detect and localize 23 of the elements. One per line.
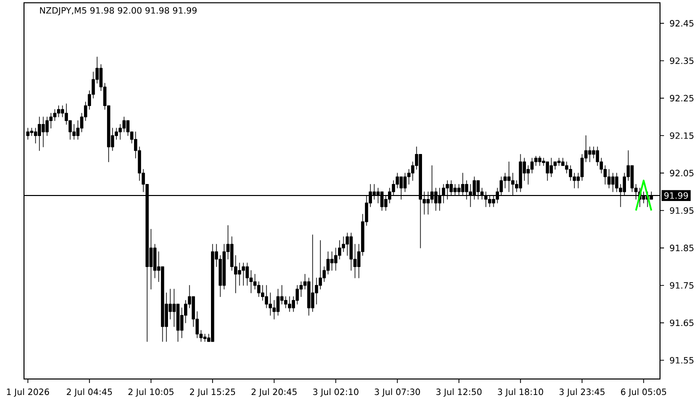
y-tick-label: 91.55 — [670, 357, 694, 364]
x-tick-label: 1 Jul 2026 — [7, 388, 50, 397]
x-tick-label: 2 Jul 04:45 — [66, 388, 112, 397]
x-tick-label: 6 Jul 05:05 — [621, 388, 666, 397]
y-tick-label: 92.35 — [670, 57, 694, 64]
ref-line-label: 91.99 — [664, 192, 688, 199]
x-tick-label: 3 Jul 02:10 — [313, 388, 358, 397]
y-tick-label: 92.15 — [670, 132, 694, 139]
x-tick-label: 3 Jul 18:10 — [498, 388, 544, 397]
x-tick-label: 2 Jul 20:45 — [252, 388, 297, 397]
x-tick-label: 2 Jul 10:05 — [128, 388, 174, 397]
x-tick-label: 3 Jul 23:45 — [560, 388, 605, 397]
y-tick-label: 92.45 — [670, 20, 694, 27]
chart-title: NZDJPY,M5 91.98 92.00 91.98 91.99 — [40, 7, 197, 16]
x-tick-label: 2 Jul 15:25 — [190, 388, 236, 397]
y-tick-label: 92.05 — [670, 170, 694, 176]
y-tick-label: 91.75 — [670, 282, 694, 289]
y-tick-label: 91.85 — [670, 244, 694, 252]
y-tick-label: 92.25 — [670, 94, 694, 102]
x-tick-label: 3 Jul 12:50 — [436, 388, 482, 397]
y-tick-label: 91.65 — [670, 320, 694, 326]
y-tick-label: 91.95 — [670, 207, 694, 214]
x-tick-label: 3 Jul 07:30 — [374, 388, 420, 397]
